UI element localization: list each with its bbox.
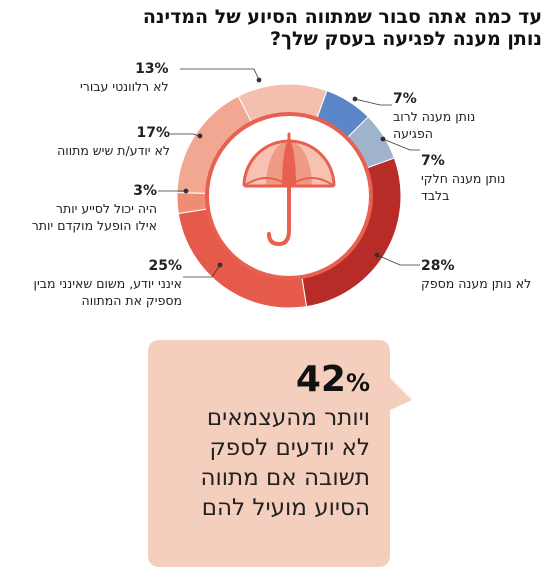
leader-lines (158, 68, 420, 278)
label-insufficient-pct: 28% (421, 258, 455, 274)
label-partial: 7% נותן מענה חלקי בלבד (421, 153, 505, 204)
label-insufficient-text: לא נותן מענה מספק (421, 276, 532, 291)
label-earlier-text-2: אילו הופעל מוקדם יותר (31, 218, 157, 233)
callout-line-3: תשובה אם מתווה (200, 465, 370, 491)
leader-line-25 (183, 264, 221, 278)
callout-number-value: 42 (295, 359, 346, 400)
label-unaware: 17% לא יודע/ת שיש מתווה (57, 125, 170, 159)
label-dont-know-pct: 25% (148, 258, 182, 274)
leader-line-28 (376, 254, 420, 266)
label-earlier: 3% היה יכול לסייע יותר אילו הופעל מוקדם … (32, 183, 157, 234)
label-dont-know-text-1: אינני יודע, משום שאינני מבין (33, 276, 182, 291)
umbrella-icon (242, 132, 336, 247)
label-earlier-text-1: היה יכול לסייע יותר (55, 201, 157, 216)
chart-title-line-2: נותן מענה לפגיעה בעסק שלך? (270, 28, 542, 50)
label-dont-know-text-2: מספיק את המתווה (81, 293, 182, 308)
label-most-damage: 7% נותן מענה לרוב הפגיעה (393, 91, 475, 142)
leader-line-13 (180, 68, 260, 81)
label-unaware-pct: 17% (136, 125, 170, 141)
donut-slices (176, 83, 402, 309)
label-not-relevant: 13% לא רלוונטי עבורי (80, 61, 169, 95)
callout-number: 42% (170, 360, 370, 403)
label-partial-pct: 7% (421, 153, 445, 169)
label-earlier-pct: 3% (133, 183, 157, 199)
chart-title: עד כמה אתה סבור שמתווה הסיוע של המדינה נ… (22, 6, 542, 50)
callout: 42% ויותר מהעצמאים לא יודעים לספק תשובה … (170, 360, 370, 523)
leader-line-7b (382, 138, 420, 151)
callout-number-symbol: % (345, 369, 370, 397)
callout-line-1: ויותר מהעצמאים (206, 405, 370, 431)
label-partial-text-2: בלבד (421, 188, 450, 203)
label-most-damage-pct: 7% (393, 91, 417, 107)
callout-bubble (148, 340, 412, 567)
label-dont-know: 25% אינני יודע, משום שאינני מבין מספיק א… (34, 258, 182, 309)
label-most-damage-text-1: נותן מענה לרוב (393, 109, 476, 124)
callout-line-4: הסיוע מועיל להם (201, 495, 370, 521)
label-not-relevant-text: לא רלוונטי עבורי (80, 79, 169, 94)
label-not-relevant-pct: 13% (135, 61, 169, 77)
callout-line-2: לא יודעים לספק (209, 435, 370, 461)
chart-title-line-1: עד כמה אתה סבור שמתווה הסיוע של המדינה (142, 6, 542, 28)
leader-line-7a (354, 98, 392, 106)
label-unaware-text: לא יודע/ת שיש מתווה (57, 143, 170, 158)
label-partial-text-1: נותן מענה חלקי (421, 171, 506, 186)
label-most-damage-text-2: הפגיעה (393, 126, 433, 141)
leader-line-17 (170, 133, 201, 137)
label-insufficient: 28% לא נותן מענה מספק (421, 258, 531, 292)
